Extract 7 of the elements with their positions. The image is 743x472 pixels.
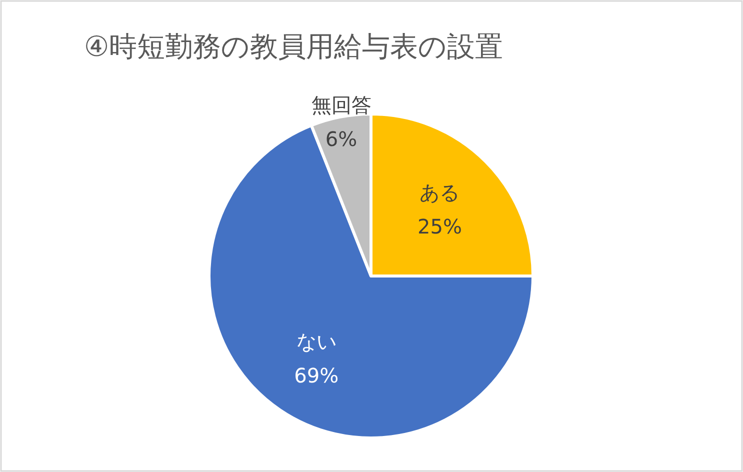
data-label: 25% — [418, 214, 462, 238]
slice-label: ある — [420, 180, 460, 204]
data-label: 69% — [294, 363, 339, 388]
chart-title: ④時短勤務の教員用給与表の設置 — [84, 30, 504, 63]
data-label: 6% — [325, 127, 358, 152]
slice-label: ない — [296, 329, 336, 354]
slice-label: 無回答 — [311, 93, 372, 118]
